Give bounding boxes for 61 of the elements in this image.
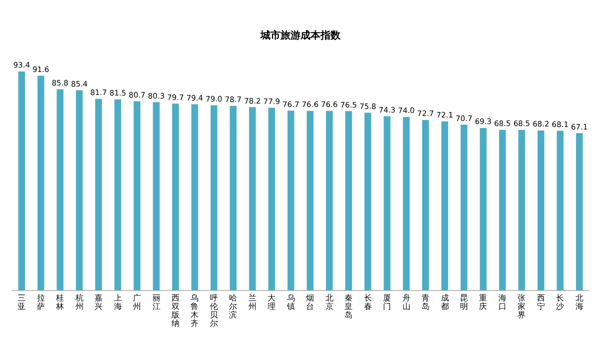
bar	[499, 130, 506, 290]
bar	[422, 120, 429, 290]
x-tick-label: 哈尔滨	[229, 294, 238, 320]
bar	[345, 111, 352, 290]
x-tick-label: 桂林	[55, 294, 64, 312]
x-tick-label: 成都	[440, 294, 449, 312]
x-tick-label: 张家界	[518, 294, 526, 320]
x-tick-label: 呼伦贝尔	[210, 294, 218, 328]
x-tick-label: 广州	[133, 294, 142, 312]
x-tick-label: 乌鲁木齐	[190, 294, 199, 328]
bar	[518, 130, 526, 290]
x-tick-label: 上海	[114, 294, 122, 312]
bar	[191, 104, 198, 290]
bar	[268, 108, 276, 290]
bar	[306, 110, 314, 290]
x-tick-label: 北海	[575, 294, 584, 312]
chart-title: 城市旅游成本指数	[260, 30, 342, 42]
x-tick-label: 昆明	[460, 294, 468, 312]
bar	[152, 102, 160, 290]
x-tick-label: 重庆	[479, 294, 488, 312]
x-tick-label: 北京	[325, 294, 334, 312]
x-tick-label: 乌镇	[286, 294, 295, 312]
bar	[56, 89, 64, 290]
bar	[134, 101, 140, 290]
x-tick-label: 西双版纳	[171, 294, 180, 328]
x-tick-label: 长春	[364, 294, 372, 312]
bar	[288, 110, 294, 290]
bar	[249, 107, 256, 290]
x-tick-label: 兰州	[248, 294, 256, 312]
x-tick-label: 拉萨	[36, 294, 45, 312]
x-tick-label: 厦门	[383, 294, 392, 312]
x-tick-label: 三亚	[18, 294, 26, 312]
bar	[364, 112, 372, 290]
x-tick-label: 海口	[498, 294, 506, 312]
bar	[384, 116, 390, 290]
x-tick-label: 烟台	[306, 294, 314, 312]
x-tick-label: 丽江	[152, 294, 160, 312]
bar	[576, 133, 583, 290]
bar	[76, 90, 83, 290]
bar	[441, 121, 448, 290]
x-tick-label: 舟山	[402, 294, 410, 312]
bar	[172, 104, 179, 290]
x-tick-label: 杭州	[74, 294, 84, 312]
bar	[538, 130, 544, 290]
x-tick-label: 长沙	[556, 294, 564, 312]
bar	[114, 99, 122, 290]
x-tick-label: 秦皇岛	[344, 294, 353, 320]
x-tick-label: 青岛	[422, 294, 430, 312]
bar	[556, 130, 564, 290]
x-tick-label: 大理	[268, 294, 276, 312]
bar	[460, 124, 468, 290]
bar	[37, 76, 44, 290]
bar	[230, 106, 237, 290]
x-tick-label: 嘉兴	[94, 294, 103, 312]
bar	[326, 110, 333, 290]
x-tick-label: 西宁	[536, 294, 545, 312]
bar	[210, 105, 218, 290]
bar	[95, 98, 102, 290]
bar	[480, 128, 487, 290]
bar	[402, 116, 410, 290]
bar	[18, 71, 25, 290]
